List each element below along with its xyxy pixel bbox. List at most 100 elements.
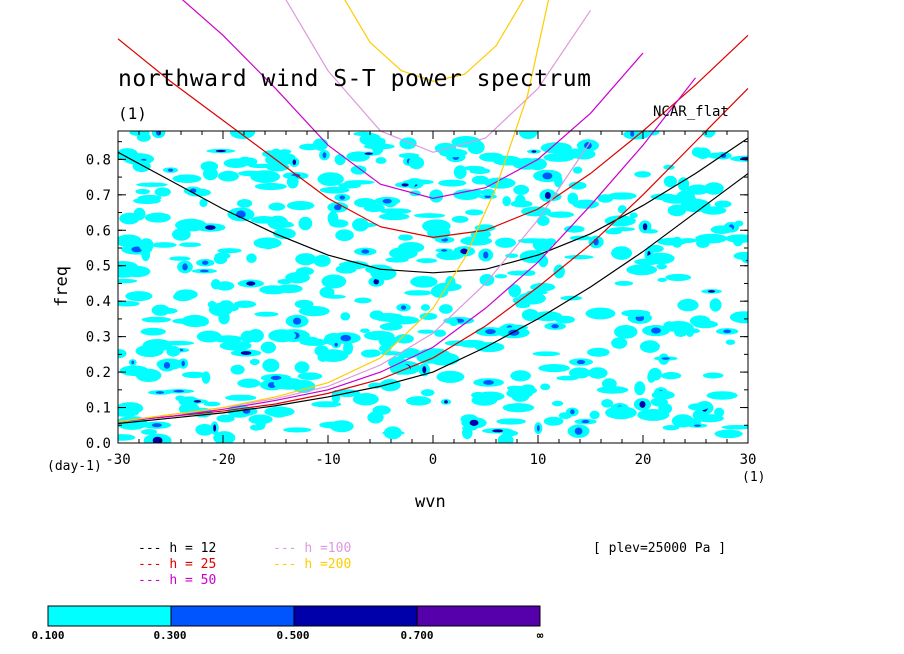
power-blob: [611, 337, 628, 349]
power-blob: [225, 394, 257, 401]
colorbar-label-1: 0.300: [153, 629, 187, 642]
power-blob: [651, 390, 675, 400]
power-core: [536, 424, 540, 432]
power-core: [131, 246, 143, 253]
power-core: [373, 278, 380, 285]
power-blob: [196, 330, 222, 343]
power-blob: [569, 367, 591, 379]
power-core: [544, 191, 551, 200]
power-core: [246, 281, 256, 286]
curve-h200-lower: [117, 0, 550, 423]
power-blob: [321, 274, 347, 289]
power-blob: [215, 281, 235, 291]
power-blob: [703, 182, 724, 195]
power-blob: [141, 428, 158, 435]
legend-swatch: ---: [138, 557, 170, 572]
curve-h100-upper: [285, 0, 591, 153]
curve-h50-upper: [181, 0, 644, 199]
power-blob: [605, 406, 637, 420]
power-blob: [217, 170, 240, 182]
power-blob: [118, 402, 144, 415]
power-blob: [471, 175, 489, 185]
power-blob: [601, 398, 614, 408]
power-blob: [438, 179, 467, 187]
power-core: [400, 305, 407, 310]
power-blob: [614, 324, 638, 339]
colorbar-segment: [416, 605, 541, 627]
power-blob: [236, 199, 253, 208]
power-core: [574, 427, 583, 435]
power-blob: [352, 218, 369, 232]
power-blob: [271, 148, 281, 155]
power-blob: [286, 175, 299, 189]
power-blob: [512, 297, 523, 304]
power-blob: [365, 143, 395, 150]
power-blob: [363, 203, 385, 213]
power-blob: [714, 200, 732, 208]
power-blob: [312, 138, 329, 151]
power-blob: [691, 147, 704, 158]
power-blob: [136, 182, 168, 187]
power-blob: [545, 238, 557, 246]
power-blob: [536, 215, 550, 226]
power-blob: [340, 260, 369, 270]
y-tick-label: 0.1: [86, 401, 111, 417]
power-core: [576, 360, 586, 365]
y-tick-label: 0.0: [86, 436, 111, 452]
power-blob: [505, 253, 519, 258]
power-blob: [398, 234, 413, 241]
curve-h12-upper: [117, 137, 749, 274]
power-blob: [614, 280, 634, 286]
legend-entry-h100: --- h =100: [273, 541, 351, 556]
power-blob: [311, 401, 342, 408]
power-blob: [558, 412, 572, 419]
power-blob: [662, 424, 680, 431]
power-blob: [269, 222, 295, 228]
power-core: [460, 248, 468, 255]
power-blob: [474, 342, 505, 353]
power-blob: [510, 370, 531, 382]
power-blob: [419, 312, 438, 321]
power-core: [361, 249, 370, 254]
power-blob: [484, 177, 516, 189]
power-blob: [265, 153, 293, 167]
legend-label: h =100: [304, 541, 352, 556]
power-blob: [262, 358, 280, 373]
power-blob: [294, 361, 310, 374]
power-blob: [629, 212, 638, 219]
power-blob: [270, 410, 288, 418]
legend-label: h = 50: [169, 573, 217, 588]
legend-swatch: ---: [273, 557, 305, 572]
power-blob: [151, 304, 170, 316]
power-core: [444, 400, 448, 404]
power-core: [193, 400, 202, 403]
power-blob: [568, 181, 587, 190]
power-blob: [370, 266, 397, 281]
power-blob: [277, 149, 292, 154]
power-blob: [166, 345, 181, 357]
power-blob: [389, 247, 418, 260]
power-blob: [481, 188, 496, 196]
power-blob: [172, 174, 202, 183]
power-blob: [314, 345, 329, 357]
power-blob: [378, 213, 410, 221]
power-blob: [467, 140, 485, 155]
power-blob: [367, 411, 384, 424]
power-blob: [469, 167, 491, 175]
power-blob: [646, 252, 675, 265]
power-blob: [647, 371, 656, 383]
y-axis-label: freq: [52, 266, 72, 307]
power-blob: [413, 213, 446, 218]
power-blob: [119, 365, 149, 376]
power-blob: [436, 250, 464, 261]
power-core: [723, 329, 732, 334]
power-core: [340, 334, 352, 342]
colorbar-label-2: 0.500: [276, 629, 310, 642]
power-core: [167, 168, 174, 172]
power-blob: [273, 228, 296, 240]
power-core: [570, 409, 575, 415]
chart-title: northward wind S-T power spectrum: [118, 66, 592, 92]
power-blob: [260, 341, 277, 354]
power-blob: [296, 267, 314, 276]
legend-label: h = 12: [169, 541, 217, 556]
